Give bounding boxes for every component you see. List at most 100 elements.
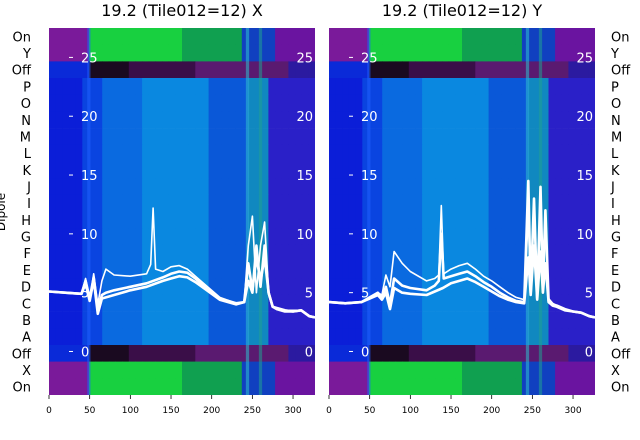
heatmap-cell [275, 244, 283, 262]
heatmap-cell [448, 28, 456, 45]
heatmap-cell [128, 228, 136, 246]
heatmap-cell [49, 144, 57, 162]
heatmap-cell [402, 261, 410, 279]
heatmap-cell [488, 44, 496, 62]
heatmap-cell [182, 244, 190, 262]
heatmap-cell [148, 44, 156, 62]
x-tick: 50 [364, 395, 376, 416]
heatmap-cell [148, 61, 156, 79]
heatmap-cell [215, 94, 223, 112]
heatmap-row [329, 61, 595, 79]
heatmap-cell [295, 194, 303, 212]
heatmap-cell [395, 211, 403, 229]
heatmap-cell [402, 161, 410, 179]
heatmap-cell [561, 94, 569, 112]
heatmap-cell [122, 361, 130, 379]
heatmap-cell [75, 361, 83, 379]
heatmap-cell [488, 194, 496, 212]
heatmap-cell [362, 294, 370, 312]
heatmap-cell [248, 294, 256, 312]
heatmap-cell [275, 194, 283, 212]
heatmap-cell [88, 311, 97, 329]
heatmap-cell [95, 178, 103, 196]
heatmap-cell [69, 261, 77, 279]
heatmap-cell [248, 78, 256, 95]
heatmap-cell [535, 128, 543, 146]
heatmap-cell [581, 361, 589, 379]
heatmap-cell [515, 44, 523, 62]
heatmap-cell [382, 378, 390, 395]
heatmap-cell [501, 78, 510, 95]
heatmap-row [329, 94, 595, 112]
heatmap-cell [382, 261, 390, 279]
heatmap-cell [561, 78, 569, 95]
heatmap-cell [528, 78, 536, 95]
heatmap-cell [521, 78, 530, 95]
heatmap-cell [462, 361, 470, 379]
heatmap-cell [201, 228, 210, 246]
heatmap-cell [142, 294, 150, 312]
heatmap-cell [455, 128, 463, 146]
heatmap-cell [55, 194, 63, 212]
heatmap-cell [201, 311, 210, 329]
heatmap-cell [588, 211, 595, 229]
heatmap-cell [442, 211, 450, 229]
heatmap-cell [215, 44, 223, 62]
heatmap-cell [235, 111, 243, 129]
heatmap-cell [435, 144, 443, 162]
heatmap-cell [295, 211, 303, 229]
heatmap-cell [128, 361, 136, 379]
heatmap-cell [355, 178, 363, 196]
heatmap-cell [355, 244, 363, 262]
heatmap-cell [541, 378, 549, 395]
heatmap-cell [281, 311, 289, 329]
heatmap-cell [49, 28, 57, 45]
heatmap-cell [575, 211, 583, 229]
heatmap-cell [462, 194, 470, 212]
heatmap-cell [548, 345, 556, 362]
heatmap-cell [528, 378, 536, 395]
heatmap-cell [308, 128, 315, 146]
heatmap-cell [568, 361, 576, 379]
heatmap-cell [561, 228, 569, 246]
heatmap-cell [62, 345, 70, 362]
heatmap-cell [261, 144, 269, 162]
heatmap-cell [375, 144, 383, 162]
heatmap-cell [228, 228, 236, 246]
heatmap-cell [422, 211, 430, 229]
heatmap-cell [548, 361, 556, 379]
heatmap-cell [348, 345, 357, 362]
heatmap-cell [75, 128, 83, 146]
heatmap-cell [448, 311, 456, 329]
heatmap-cell [55, 161, 63, 179]
heatmap-cell [69, 44, 77, 62]
heatmap-cell [468, 161, 476, 179]
heatmap-cell [528, 61, 536, 79]
heatmap-cell [382, 111, 390, 129]
heatmap-cell [468, 328, 476, 346]
heatmap-cell [108, 278, 116, 296]
heatmap-cell [561, 345, 569, 362]
heatmap-cell [475, 111, 483, 129]
heatmap-cell [168, 44, 176, 62]
heatmap-cell [475, 144, 483, 162]
heatmap-cell [462, 128, 470, 146]
heatmap-cell [555, 28, 563, 45]
heatmap-cell [95, 311, 103, 329]
heatmap-cell [368, 261, 377, 279]
heatmap-cell [142, 111, 150, 129]
heatmap-cell [402, 94, 410, 112]
heatmap-cell [88, 361, 97, 379]
heatmap-cell [195, 128, 203, 146]
heatmap-cell [362, 228, 370, 246]
heatmap-cell [568, 345, 576, 362]
heatmap-cell [495, 311, 503, 329]
row-label: On [611, 30, 629, 45]
x-tick: 300 [284, 395, 302, 416]
heatmap-cell [88, 144, 97, 162]
heatmap-cell [388, 128, 397, 146]
heatmap-cell [248, 311, 256, 329]
heatmap-cell [175, 44, 183, 62]
heatmap-cell [368, 361, 377, 379]
heatmap-cell [49, 361, 57, 379]
